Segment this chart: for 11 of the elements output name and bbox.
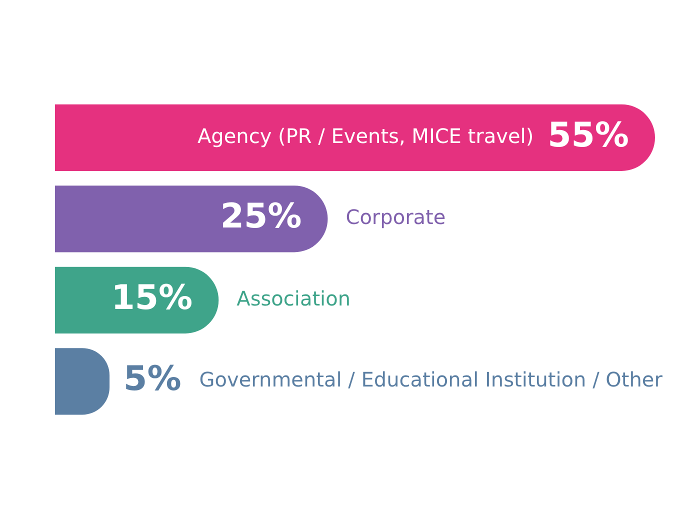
y-tick-label: Association [236, 286, 351, 310]
data-label: 5% [124, 359, 182, 400]
y-tick-label: Governmental / Educational Institution / Other [199, 368, 664, 392]
data-label: 55% [548, 115, 629, 156]
bar [55, 186, 328, 252]
data-label: 25% [220, 196, 302, 237]
y-tick-label: Corporate [346, 205, 446, 230]
data-label: 15% [111, 278, 193, 318]
y-tick-label: Agency (PR / Events, MICE travel) [197, 124, 534, 148]
bar [55, 266, 219, 334]
bar [55, 104, 655, 171]
